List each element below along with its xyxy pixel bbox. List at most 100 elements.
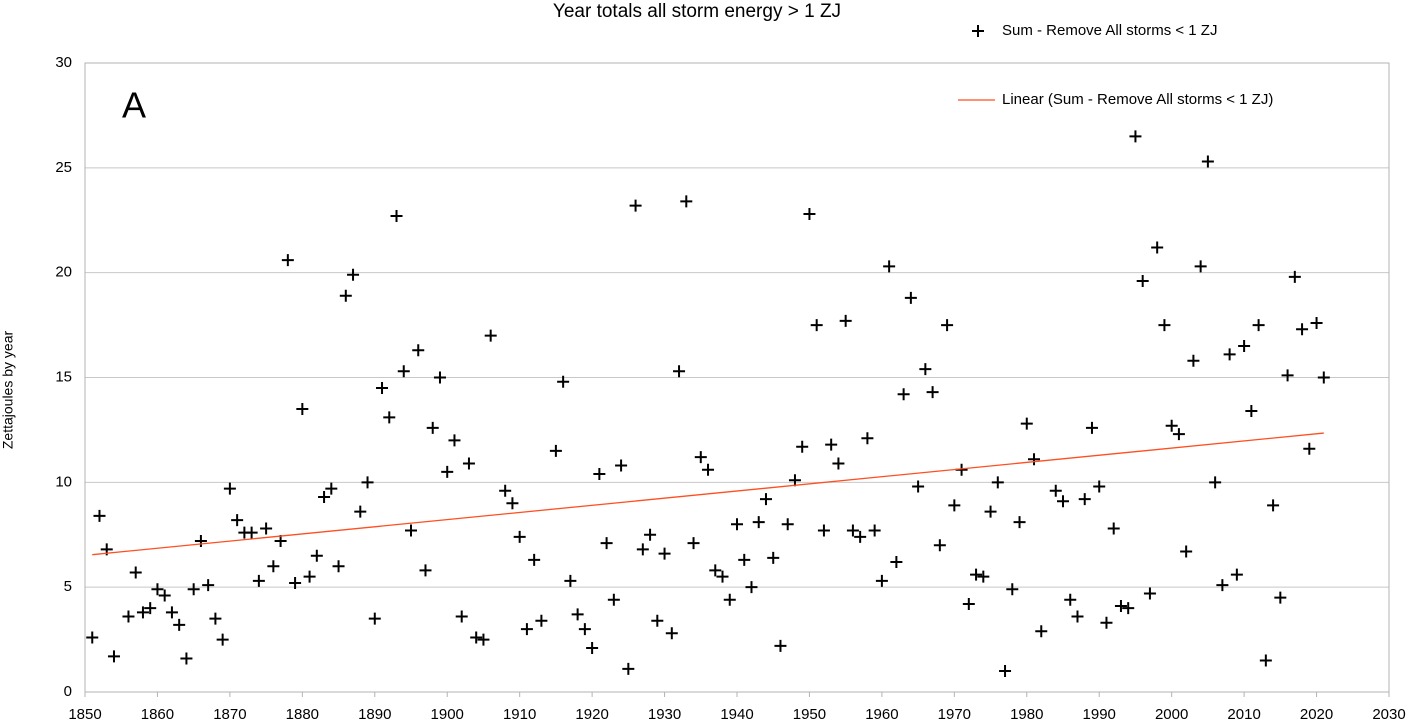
- point: [419, 564, 432, 577]
- y-tick-label: 15: [55, 368, 72, 385]
- y-tick-label: 30: [55, 54, 72, 71]
- x-tick-label: 1910: [503, 706, 536, 723]
- point: [303, 570, 316, 583]
- point: [1057, 495, 1069, 508]
- point: [1201, 155, 1214, 168]
- point: [796, 440, 809, 453]
- point: [354, 505, 367, 518]
- point: [731, 518, 743, 531]
- point: [506, 497, 519, 510]
- point: [252, 574, 265, 587]
- point: [93, 509, 106, 522]
- point: [854, 530, 867, 543]
- point: [86, 631, 99, 644]
- point: [499, 484, 512, 497]
- point: [723, 593, 736, 606]
- point: [1317, 371, 1330, 384]
- point: [1093, 480, 1106, 493]
- x-tick-label: 1860: [141, 706, 174, 723]
- point: [144, 602, 157, 615]
- annotation: A: [122, 85, 146, 126]
- point: [405, 524, 417, 537]
- point: [1216, 579, 1229, 592]
- point: [477, 633, 490, 646]
- x-tick-label: 1900: [431, 706, 464, 723]
- point: [245, 526, 258, 539]
- point: [231, 514, 244, 527]
- chart-title: Year totals all storm energy > 1 ZJ: [553, 1, 841, 22]
- point: [136, 606, 149, 619]
- point: [839, 314, 852, 327]
- point: [520, 623, 533, 636]
- point: [339, 289, 352, 302]
- point: [680, 195, 693, 208]
- point: [1129, 130, 1142, 143]
- point: [390, 210, 403, 223]
- point: [325, 482, 338, 495]
- point: [296, 402, 309, 415]
- point: [1028, 453, 1041, 466]
- x-tick-label: 1980: [1010, 706, 1043, 723]
- point: [1252, 319, 1265, 332]
- point: [1209, 476, 1222, 489]
- point: [151, 583, 164, 596]
- point: [158, 589, 171, 602]
- point: [318, 491, 331, 504]
- x-tick-label: 1890: [358, 706, 391, 723]
- y-tick-label: 20: [55, 264, 72, 281]
- point: [1172, 428, 1185, 441]
- point: [636, 543, 649, 556]
- point: [817, 524, 830, 537]
- point: [890, 556, 903, 569]
- point: [716, 570, 729, 583]
- x-tick-label: 1930: [648, 706, 681, 723]
- x-tick-label: 2020: [1300, 706, 1333, 723]
- point: [962, 597, 975, 610]
- point: [615, 459, 628, 472]
- point: [904, 291, 917, 304]
- x-tick-label: 1990: [1083, 706, 1116, 723]
- point: [194, 535, 207, 548]
- point: [875, 574, 888, 587]
- point: [1281, 369, 1294, 382]
- legend-label: Sum - Remove All storms < 1 ZJ: [1002, 22, 1217, 39]
- x-tick-label: 1970: [938, 706, 971, 723]
- point: [180, 652, 193, 665]
- point: [484, 329, 497, 342]
- point: [122, 610, 135, 623]
- point: [977, 570, 990, 583]
- point: [578, 623, 591, 636]
- point: [984, 505, 997, 518]
- point: [376, 381, 389, 394]
- point: [361, 476, 374, 489]
- point: [919, 363, 932, 376]
- x-tick-label: 2010: [1227, 706, 1260, 723]
- point: [673, 365, 686, 378]
- point: [600, 537, 613, 550]
- point: [665, 627, 678, 640]
- point: [441, 465, 454, 478]
- point: [1049, 484, 1062, 497]
- point: [1238, 340, 1251, 353]
- point: [412, 344, 425, 357]
- y-tick-label: 0: [64, 683, 72, 700]
- legend-label: Linear (Sum - Remove All storms < 1 ZJ): [1002, 91, 1273, 108]
- point: [173, 618, 186, 631]
- point: [1274, 591, 1287, 604]
- point: [165, 606, 178, 619]
- point: [781, 518, 794, 531]
- point: [1143, 587, 1156, 600]
- point: [1296, 323, 1309, 336]
- point: [383, 411, 396, 424]
- point: [752, 516, 765, 529]
- point: [223, 482, 236, 495]
- point: [767, 551, 780, 564]
- point: [694, 451, 707, 464]
- point: [709, 564, 722, 577]
- point: [1078, 493, 1091, 506]
- y-tick-label: 25: [55, 159, 72, 176]
- point: [941, 319, 954, 332]
- point: [622, 662, 635, 675]
- point: [1100, 616, 1113, 629]
